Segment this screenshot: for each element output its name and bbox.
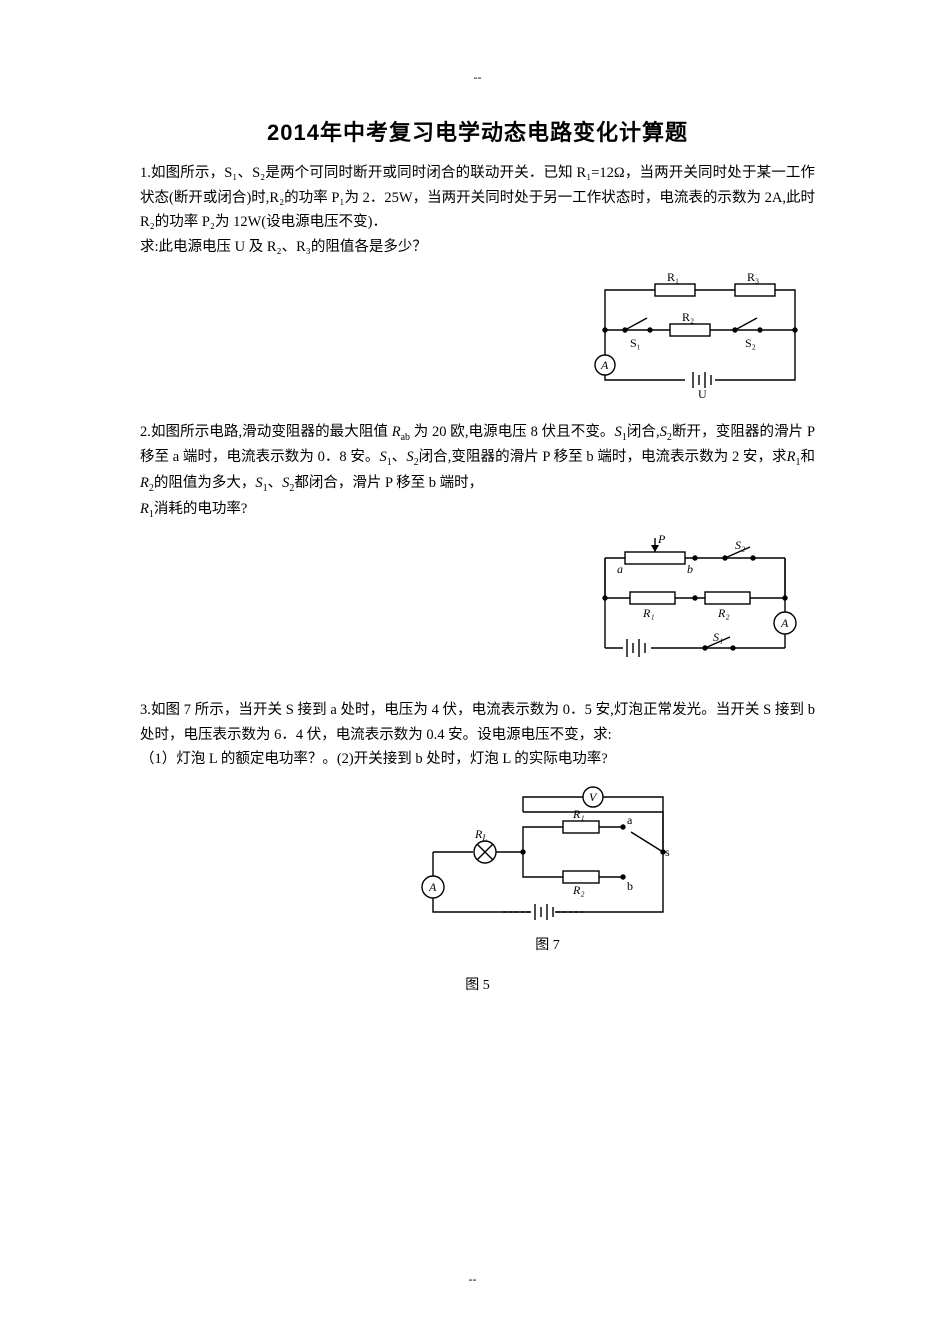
q3-r1-label: R₁ bbox=[572, 807, 585, 821]
q2-r2-label: R₂ bbox=[717, 606, 730, 620]
q3-a-label: A bbox=[428, 880, 437, 894]
question-2: 2.如图所示电路,滑动变阻器的最大阻值 Rab 为 20 欧,电源电压 8 伏且… bbox=[140, 420, 815, 524]
q2-amm-label: A bbox=[780, 616, 789, 630]
q2-text: 2.如图所示电路,滑动变阻器的最大阻值 Rab 为 20 欧,电源电压 8 伏且… bbox=[140, 420, 815, 498]
q2-r1-label: R₁ bbox=[642, 606, 655, 620]
q1-s2-label: S₂ bbox=[745, 336, 756, 350]
q2-s2-label: S₂ bbox=[735, 538, 745, 552]
q1-text-2: 求:此电源电压 U 及 R₂、R₃的阻值各是多少？ bbox=[140, 235, 815, 260]
q1-r3-label: R₃ bbox=[747, 270, 759, 284]
q2-l: 、 bbox=[268, 475, 283, 491]
fig5-label: 图 5 bbox=[140, 974, 815, 994]
top-dashes: -- bbox=[140, 70, 815, 85]
page-title: 2014年中考复习电学动态电路变化计算题 bbox=[140, 115, 815, 147]
q2-t-c: 闭合, bbox=[627, 424, 660, 440]
q3-a-node: a bbox=[627, 813, 633, 827]
q3-r2-label: R₂ bbox=[572, 883, 585, 897]
q2-text-2: R1消耗的电功率? bbox=[140, 497, 815, 523]
q2-g: S bbox=[406, 449, 413, 465]
q2-2b: 消耗的电功率? bbox=[154, 501, 247, 517]
q2-e: S bbox=[379, 449, 386, 465]
bottom-dashes: -- bbox=[0, 1272, 945, 1287]
q3-text-2: （1）灯泡 L 的额定电功率？。(2)开关接到 b 处时，灯泡 L 的实际电功率… bbox=[140, 747, 815, 772]
q2-diagram-holder: P a b S₂ R₁ R₂ S₁ A bbox=[140, 533, 815, 678]
q1-r2-label: R₂ bbox=[682, 310, 694, 324]
q2-t-b: 为 20 欧,电源电压 8 伏且不变。 bbox=[410, 424, 614, 440]
q2-p-label: P bbox=[657, 533, 666, 546]
q2-t-a: 2.如图所示电路,滑动变阻器的最大阻值 bbox=[140, 424, 392, 440]
q2-s1: S bbox=[615, 424, 622, 440]
q2-s2: S bbox=[660, 424, 667, 440]
q2-j: 的阻值为多大， bbox=[154, 475, 256, 491]
q3-text-1: 3.如图 7 所示，当开关 S 接到 a 处时，电压为 4 伏，电流表示数为 0… bbox=[140, 698, 815, 747]
q2-n: 都闭合，滑片 P 移至 b 端时， bbox=[294, 475, 483, 491]
q3-circuit-diagram: V A RL R₁ R₂ a b s bbox=[413, 782, 683, 932]
q2-rab-sub: ab bbox=[401, 431, 410, 442]
q1-a-label: A bbox=[600, 358, 609, 372]
q1-diagram-holder: R₁ R₃ S₁ R₂ S₂ A U bbox=[140, 270, 815, 400]
q2-2a: R bbox=[140, 501, 149, 517]
q3-rl-label: RL bbox=[474, 827, 487, 843]
q3-diagram-holder: V A RL R₁ R₂ a b s 图 7 bbox=[140, 782, 815, 954]
q2-b-label: b bbox=[687, 562, 693, 576]
q1-circuit-diagram: R₁ R₃ S₁ R₂ S₂ A U bbox=[585, 270, 815, 400]
q3-s-label: s bbox=[665, 845, 670, 859]
q1-u-label: U bbox=[698, 387, 707, 400]
q2-f: 、 bbox=[392, 449, 407, 465]
question-1: 1.如图所示，S₁、S₂是两个可同时断开或同时闭合的联动开关．已知 R₁=12Ω… bbox=[140, 161, 815, 260]
q2-k: S bbox=[255, 475, 262, 491]
q1-s1-label: S₁ bbox=[630, 336, 641, 350]
q2-i: 和 bbox=[800, 449, 815, 465]
question-3: 3.如图 7 所示，当开关 S 接到 a 处时，电压为 4 伏，电流表示数为 0… bbox=[140, 698, 815, 772]
fig7-label: 图 7 bbox=[413, 934, 683, 954]
q2-rab: R bbox=[392, 424, 401, 440]
q2-h: 闭合,变阻器的滑片 P 移至 b 端时，电流表示数为 2 安，求 bbox=[419, 449, 787, 465]
q2-s1-label: S₁ bbox=[713, 630, 723, 644]
q3-b-node: b bbox=[627, 879, 633, 893]
q1-text-1: 1.如图所示，S₁、S₂是两个可同时断开或同时闭合的联动开关．已知 R₁=12Ω… bbox=[140, 161, 815, 235]
q2-circuit-diagram: P a b S₂ R₁ R₂ S₁ A bbox=[585, 533, 815, 678]
q1-r1-label: R₁ bbox=[667, 270, 679, 284]
q2-a-label: a bbox=[617, 562, 623, 576]
q2-r2: R bbox=[140, 475, 149, 491]
